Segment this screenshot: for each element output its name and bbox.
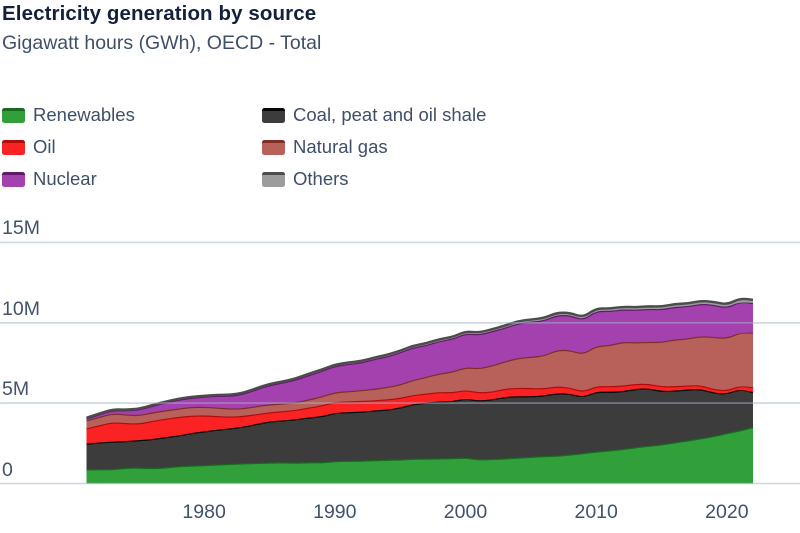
area-renewables[interactable] [86,426,754,484]
area-oil[interactable] [86,383,754,444]
y-axis-label-15M: 15M [2,217,40,240]
legend-item-renewables[interactable]: Renewables [2,104,262,126]
legend-label-nuclear: Nuclear [33,168,97,189]
legend-label-renewables: Renewables [33,104,135,125]
y-axis-label-10M: 10M [2,297,40,320]
x-axis-label-2020: 2020 [705,501,749,523]
area-natural-gas[interactable] [86,332,754,429]
legend: Renewables Oil Nuclear Coal, peat and oil s… [2,99,486,195]
legend-label-coal-peat-and-oil-shale: Coal, peat and oil shale [293,104,487,125]
chart-subtitle: Gigawatt hours (GWh), OECD - Total [2,32,322,54]
legend-item-others[interactable]: Others [262,168,486,190]
legend-item-nuclear[interactable]: Nuclear [2,168,262,190]
legend-label-oil: Oil [33,136,56,157]
area-coal-peat-and-oil-shale[interactable] [86,388,754,470]
legend-swatch-coal-peat-and-oil-shale-icon [262,107,285,123]
legend-swatch-oil-icon [2,139,25,155]
x-axis-label-1990: 1990 [313,501,357,523]
x-axis-label-2000: 2000 [443,501,488,523]
legend-swatch-natural-gas-icon [262,139,285,155]
legend-item-oil[interactable]: Oil [2,136,262,158]
legend-swatch-others-icon [262,171,285,187]
x-axis-label-2010: 2010 [574,501,618,523]
legend-swatch-renewables-icon [2,107,25,123]
x-axis-label-1980: 1980 [182,501,226,523]
y-axis-label-0: 0 [2,458,13,481]
y-axis-label-5M: 5M [2,378,30,401]
legend-item-natural-gas[interactable]: Natural gas [262,136,486,158]
legend-label-others: Others [293,168,349,189]
area-edge-others [86,297,754,419]
legend-label-natural-gas: Natural gas [293,136,388,157]
legend-swatch-nuclear-icon [2,171,25,187]
page-title: Electricity generation by source [2,2,317,25]
legend-item-coal-peat-and-oil-shale[interactable]: Coal, peat and oil shale [262,104,486,126]
